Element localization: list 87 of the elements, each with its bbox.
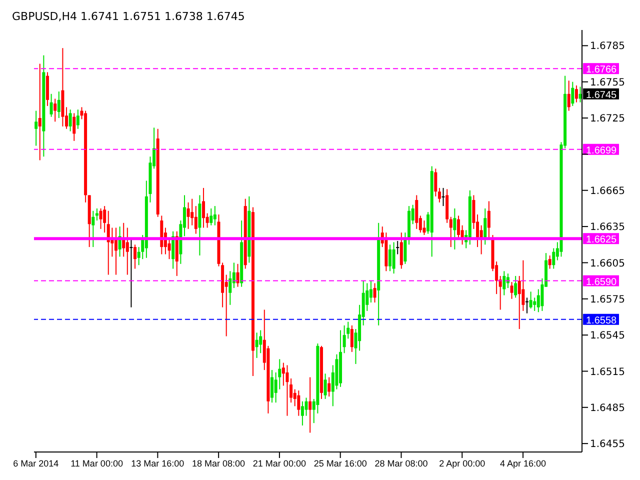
ref-line-label: 1.6625: [586, 234, 618, 246]
candlestick: [342, 324, 346, 354]
candlestick: [510, 281, 514, 300]
candlestick: [290, 378, 293, 404]
candlestick: [308, 376, 312, 434]
y-tick-label: 1.6755: [590, 77, 625, 88]
candlestick: [99, 208, 102, 230]
y-tick-label: 1.6485: [590, 402, 625, 414]
y-tick-label: 1.6515: [590, 366, 625, 378]
chart-title: GBPUSD,H4 1.6741 1.6751 1.6738 1.6745: [11, 9, 246, 25]
candlestick: [54, 98, 57, 122]
candlestick: [228, 270, 232, 306]
candlestick: [186, 202, 190, 230]
candlestick: [438, 187, 441, 203]
candlestick: [304, 397, 308, 416]
x-tick-label: 6 Mar 2014: [13, 458, 59, 468]
candlestick: [72, 112, 76, 142]
ref-line-label: 1.6590: [586, 276, 618, 288]
candlestick: [130, 238, 133, 308]
y-tick-label: 1.6725: [590, 114, 625, 125]
x-tick-label: 4 Apr 16:00: [500, 458, 546, 468]
y-tick-label: 1.6455: [590, 439, 625, 450]
candlestick: [529, 291, 532, 310]
candlestick: [388, 244, 392, 272]
x-tick-label: 13 Mar 16:00: [131, 458, 184, 468]
candlestick: [525, 297, 528, 314]
candlestick: [50, 93, 53, 118]
candlestick: [194, 206, 198, 234]
candlestick: [533, 297, 536, 312]
candlestick: [453, 208, 456, 250]
y-tick-label: 1.6575: [590, 294, 625, 306]
candlestick: [369, 280, 372, 303]
candlestick: [300, 400, 304, 426]
text: 1.6745: [586, 90, 618, 101]
x-tick-label: 21 Mar 00:00: [252, 458, 306, 468]
x-tick-label: 18 Mar 08:00: [192, 458, 246, 468]
candlestick: [68, 109, 72, 132]
candlestick: [449, 216, 452, 248]
candlestick: [328, 376, 331, 398]
candlestick: [134, 244, 137, 270]
candlestick: [484, 208, 487, 246]
candlestick: [514, 275, 518, 298]
y-tick-label: 1.6635: [590, 222, 625, 234]
candlestick: [103, 206, 106, 234]
candlestick: [552, 248, 556, 270]
y-tick-label: 1.6785: [590, 41, 625, 52]
y-tick-label: 1.6665: [590, 186, 625, 197]
candlestick: [400, 232, 403, 270]
ref-line-label: 1.6558: [586, 315, 618, 326]
candlestick: [442, 187, 445, 207]
y-tick-label: 1.6545: [590, 330, 625, 342]
candlestick: [76, 109, 80, 130]
candlestick: [567, 80, 570, 112]
candlestick: [34, 110, 38, 146]
ref-line-label: 1.6766: [586, 64, 618, 76]
candlestick: [236, 263, 240, 288]
candlestick: [396, 240, 400, 255]
candlestick: [286, 364, 289, 416]
candlestick: [270, 370, 274, 404]
candlestick: [190, 198, 194, 226]
candlestick: [548, 254, 552, 270]
candlestick: [38, 63, 42, 161]
candlestick: [324, 373, 327, 400]
candlestick: [404, 232, 407, 264]
candlestick: [502, 270, 506, 296]
ref-line-label: 1.6699: [586, 145, 618, 156]
candlestick: [350, 324, 354, 352]
candlestick: [202, 187, 206, 228]
y-tick-label: 1.6605: [590, 258, 625, 270]
candlestick: [92, 210, 95, 248]
x-tick-label: 28 Mar 08:00: [374, 458, 428, 468]
x-tick-label: 25 Mar 16:00: [314, 458, 367, 468]
candlestick: [259, 330, 262, 354]
candlestick: [392, 242, 396, 274]
x-tick-label: 11 Mar 00:00: [70, 458, 123, 468]
candlestick: [126, 227, 129, 276]
candlestick: [210, 208, 213, 226]
candlestick: [373, 282, 376, 303]
candlestick: [255, 332, 258, 358]
candlestick: [574, 84, 578, 103]
candlestick: [297, 390, 300, 416]
candlestick: [57, 90, 60, 119]
x-tick-label: 2 Apr 00:00: [439, 458, 486, 468]
candlestick: [434, 168, 438, 197]
candlestick: [415, 194, 418, 230]
candlestick: [571, 81, 574, 106]
candlestick: [213, 206, 216, 226]
